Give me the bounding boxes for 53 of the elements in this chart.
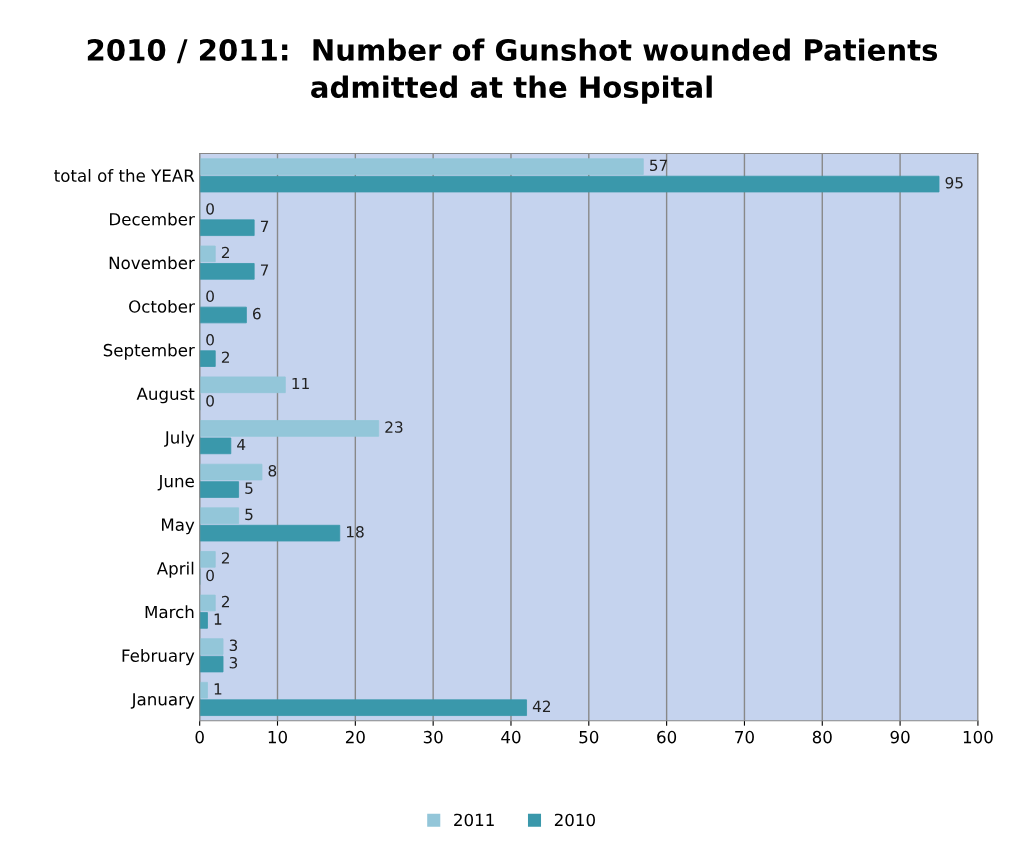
- x-tick-label: 20: [345, 730, 365, 744]
- y-tick-label: May: [162, 518, 195, 535]
- data-label: 2: [221, 246, 229, 259]
- data-label: 5: [245, 508, 253, 521]
- data-label: 2: [221, 351, 229, 363]
- data-label: 3: [229, 639, 238, 652]
- y-tick-label: September: [103, 343, 195, 360]
- y-tick-label: April: [156, 561, 194, 578]
- y-tick-label: January: [130, 693, 195, 709]
- data-label: 23: [385, 421, 403, 433]
- data-label: 6: [253, 307, 261, 320]
- data-label: 5: [245, 482, 253, 494]
- y-tick-label: November: [109, 256, 195, 270]
- data-label: 3: [229, 656, 238, 669]
- data-label: 0: [206, 290, 214, 302]
- data-label: 1: [214, 683, 222, 695]
- x-tick-label: 80: [812, 730, 832, 744]
- legend-label: 2011: [454, 813, 494, 827]
- data-label: 42: [532, 700, 551, 712]
- y-tick-label: August: [136, 387, 195, 404]
- data-label: 57: [650, 159, 667, 172]
- x-tick-label: 0: [195, 730, 204, 744]
- x-tick-label: 10: [268, 730, 287, 744]
- y-tick-label: total of the YEAR: [54, 169, 195, 182]
- x-tick-label: 100: [963, 730, 993, 744]
- data-label: 95: [945, 176, 963, 189]
- y-tick-label: October: [129, 299, 195, 313]
- x-tick-label: 50: [579, 730, 599, 744]
- chart-title: 2010 / 2011: Number of Gunshot wounded Patients admitted at the Hospital: [87, 38, 938, 104]
- legend-label: 2010: [554, 813, 595, 827]
- data-label: 0: [206, 569, 214, 582]
- x-tick-label: 90: [890, 730, 910, 744]
- y-tick-label: July: [163, 430, 195, 447]
- data-label: 8: [268, 464, 277, 477]
- data-label: 0: [206, 395, 214, 407]
- data-label: 7: [260, 264, 269, 276]
- y-tick-label: March: [145, 605, 194, 619]
- x-tick-label: 40: [501, 730, 521, 744]
- x-tick-label: 70: [735, 730, 754, 744]
- y-tick-label: December: [110, 212, 195, 226]
- x-tick-label: 30: [423, 730, 443, 744]
- data-label: 0: [206, 203, 214, 215]
- data-label: 2: [221, 552, 229, 564]
- data-label: 7: [260, 220, 269, 232]
- data-label: 1: [214, 613, 222, 625]
- data-label: 4: [237, 438, 246, 451]
- data-label: 2: [221, 595, 229, 608]
- data-label: 0: [206, 334, 214, 346]
- y-tick-label: February: [122, 649, 195, 666]
- y-tick-label: June: [157, 474, 194, 491]
- data-label: 18: [347, 526, 364, 538]
- x-tick-label: 60: [657, 730, 677, 744]
- data-label: 11: [292, 377, 309, 390]
